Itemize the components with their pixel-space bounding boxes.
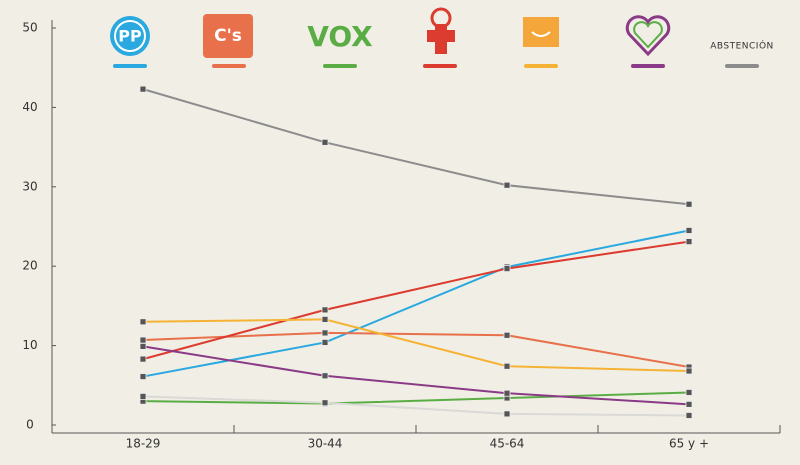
point	[685, 200, 693, 208]
point	[685, 412, 693, 419]
y-tick-label: 50	[22, 21, 37, 35]
legend-label: PP	[118, 27, 142, 46]
point	[685, 227, 693, 234]
point	[139, 355, 147, 363]
y-tick-label: 30	[22, 179, 37, 193]
point	[503, 331, 511, 339]
series-line	[142, 240, 690, 361]
point	[685, 238, 693, 245]
x-tick-label: 30-44	[308, 437, 343, 451]
point	[139, 318, 147, 326]
cs-logo	[203, 14, 253, 58]
series-line	[142, 88, 690, 206]
point	[503, 181, 511, 189]
legend-label: VOX	[307, 20, 373, 53]
heart-logo-inner	[633, 21, 663, 49]
series-line	[142, 395, 690, 417]
point	[685, 367, 693, 375]
point	[321, 339, 329, 346]
series-line	[142, 229, 690, 378]
point	[685, 400, 693, 408]
heart-logo	[625, 15, 671, 57]
legend: PP C's VOX ABSTENCIÓN	[110, 7, 774, 58]
y-tick-label: 20	[22, 259, 37, 273]
point	[321, 372, 329, 380]
point	[321, 315, 329, 323]
point	[321, 329, 329, 337]
pp-logo-ring	[114, 20, 146, 52]
legend-label: ABSTENCIÓN	[710, 40, 774, 52]
point	[139, 342, 147, 350]
point	[503, 389, 511, 397]
x-tick-label: 65 y +	[669, 437, 709, 451]
point	[321, 306, 329, 314]
x-tick-label: 18-29	[126, 437, 161, 451]
x-tick-label: 45-64	[490, 437, 525, 451]
series-line	[142, 391, 690, 405]
psoe-logo	[427, 7, 455, 54]
point	[503, 410, 511, 418]
y-tick-label: 40	[22, 100, 37, 114]
legend-label: C's	[214, 26, 242, 46]
series-line	[142, 345, 690, 406]
point	[685, 389, 693, 396]
podemos-logo	[523, 17, 559, 47]
y-tick-label: 10	[22, 338, 37, 352]
point	[139, 85, 147, 93]
point	[503, 362, 511, 370]
series-line	[142, 318, 690, 373]
point	[503, 265, 511, 272]
point	[321, 399, 329, 407]
point	[139, 336, 147, 344]
point	[139, 373, 147, 380]
series-line	[142, 331, 690, 369]
point	[139, 393, 147, 400]
point	[321, 138, 329, 146]
y-tick-label: 0	[26, 418, 34, 432]
